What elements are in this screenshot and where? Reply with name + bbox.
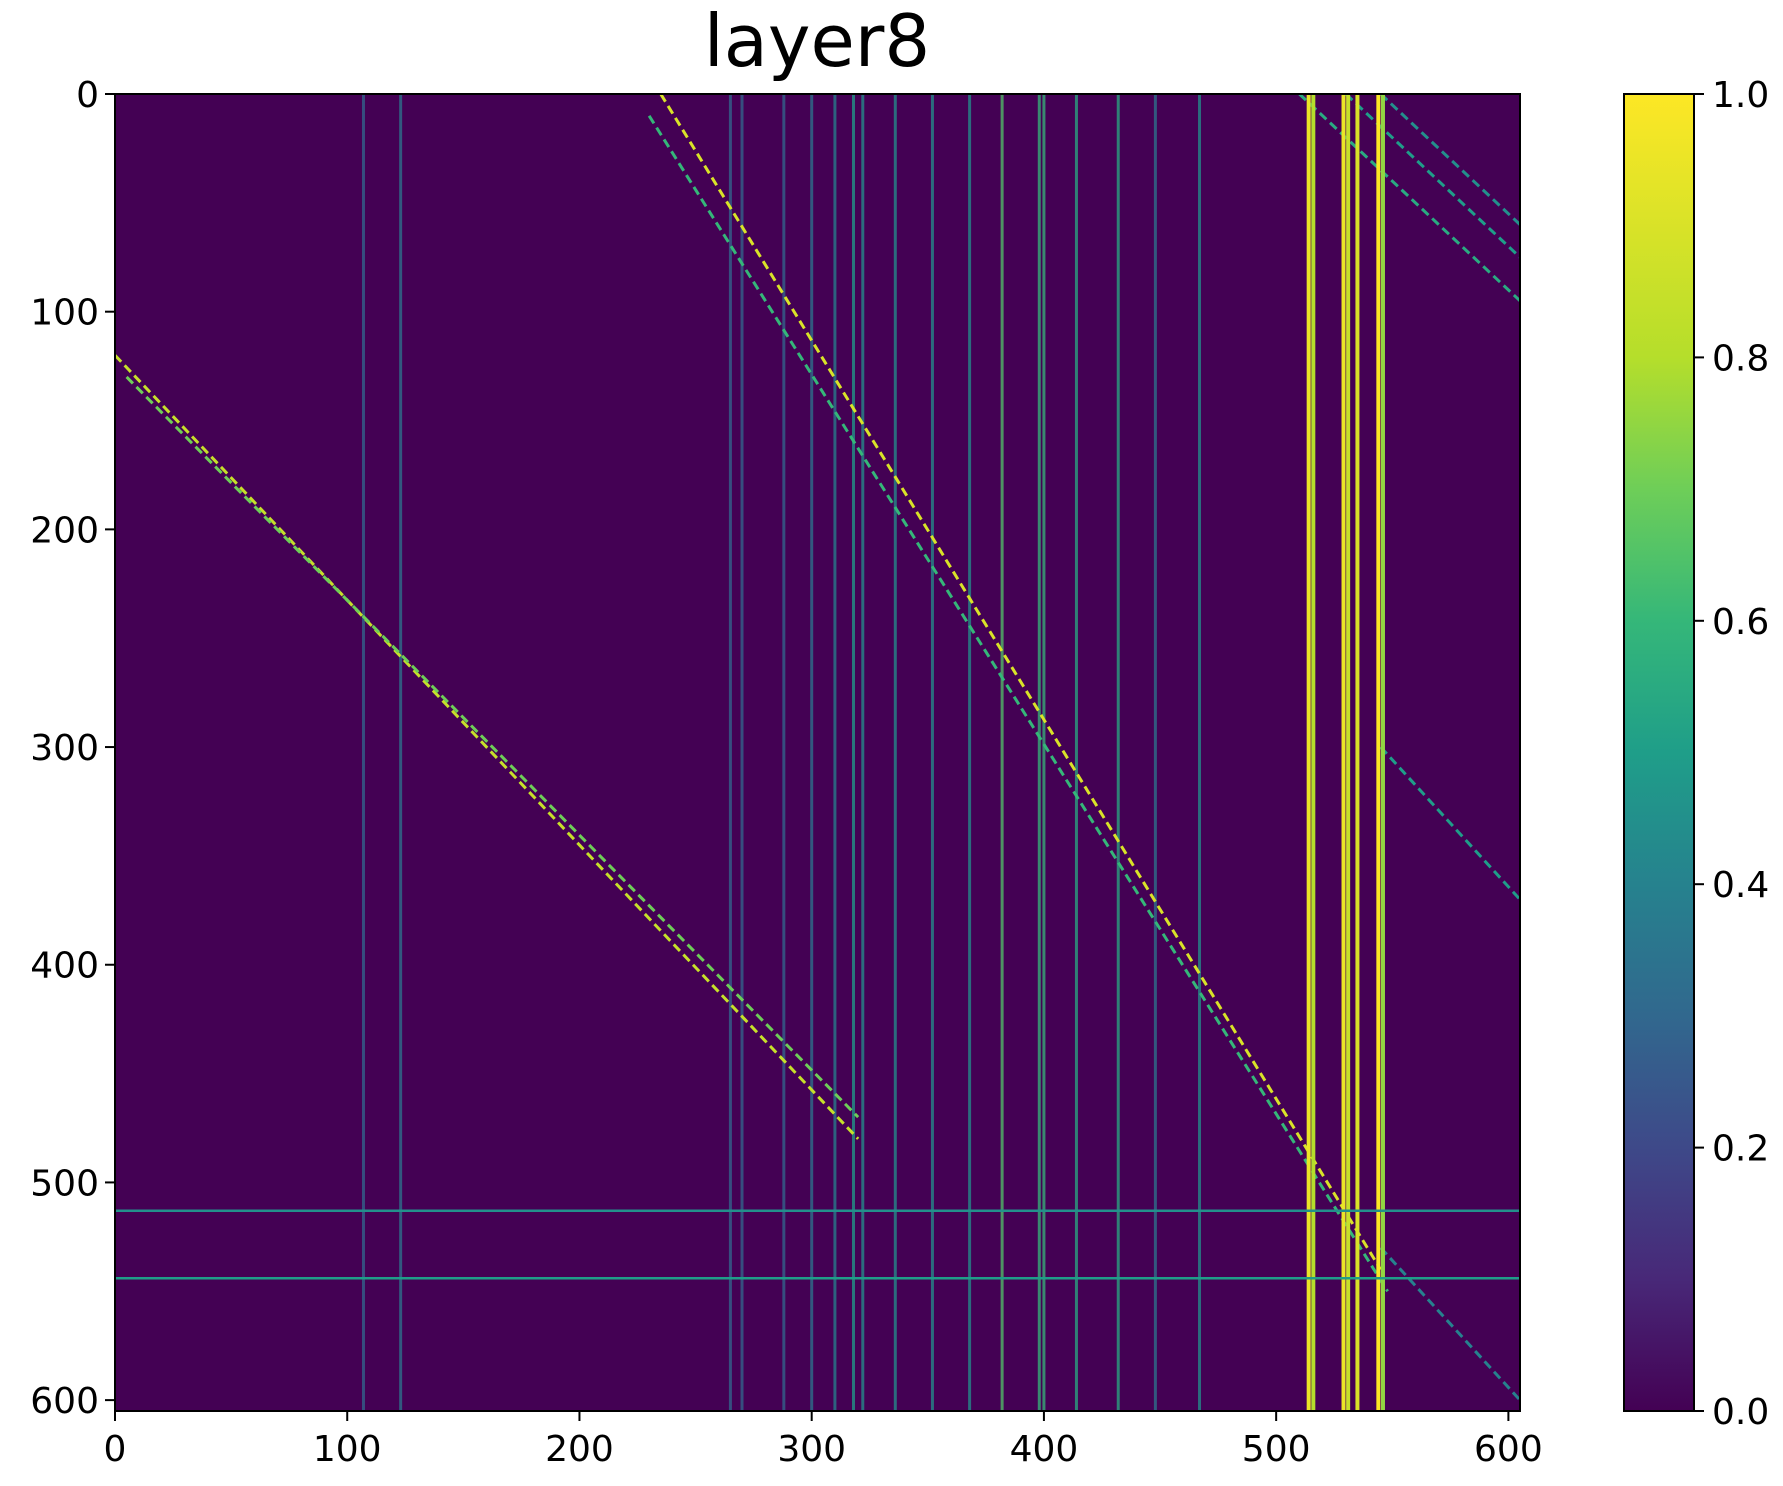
y-tick-label: 500 xyxy=(30,1163,99,1204)
chart-title: layer8 xyxy=(704,0,930,83)
colorbar: 0.0 0.2 0.4 0.6 0.8 1.0 xyxy=(1623,75,1769,1433)
heatmap-diagonal xyxy=(1379,1246,1520,1402)
y-axis: 0 100 200 300 400 500 600 xyxy=(30,75,115,1422)
colorbar-tick-label: 0.4 xyxy=(1712,865,1769,906)
x-tick-label: 100 xyxy=(313,1429,382,1470)
heatmap-diagonal xyxy=(647,114,1389,1293)
x-tick-label: 600 xyxy=(1474,1429,1543,1470)
heatmap-diagonal xyxy=(1298,94,1520,302)
colorbar-tick-label: 0.2 xyxy=(1712,1129,1769,1170)
y-tick-label: 600 xyxy=(30,1381,99,1422)
colorbar-tick-label: 0.6 xyxy=(1712,602,1769,643)
colorbar-tick-label: 0.0 xyxy=(1712,1392,1769,1433)
y-tick-label: 300 xyxy=(30,728,99,769)
heatmap-diagonal xyxy=(115,354,860,1140)
plot-frame xyxy=(114,93,1521,1412)
x-tick-label: 400 xyxy=(1010,1429,1079,1470)
y-tick-label: 200 xyxy=(30,510,99,551)
colorbar-gradient xyxy=(1623,93,1695,1412)
y-tick-label: 100 xyxy=(30,293,99,334)
heatmap-background xyxy=(115,94,1520,1411)
heatmap-diagonal xyxy=(659,94,1382,1271)
heatmap-diagonal xyxy=(1379,94,1520,226)
x-tick-label: 0 xyxy=(104,1429,127,1470)
colorbar-ticks: 0.0 0.2 0.4 0.6 0.8 1.0 xyxy=(1694,75,1769,1433)
heatmap-diagonal xyxy=(1379,746,1520,901)
colorbar-tick-label: 1.0 xyxy=(1712,75,1769,116)
colorbar-tick-label: 0.8 xyxy=(1712,338,1769,379)
heatmap-area xyxy=(114,93,1521,1412)
x-axis: 0 100 200 300 400 500 600 xyxy=(104,1411,1543,1470)
y-tick-label: 400 xyxy=(30,946,99,987)
y-tick-label: 0 xyxy=(76,75,99,116)
heatmap-diagonal xyxy=(1344,94,1520,259)
x-tick-label: 500 xyxy=(1242,1429,1311,1470)
heatmap-diagonal xyxy=(125,375,860,1119)
x-tick-label: 200 xyxy=(545,1429,614,1470)
x-tick-label: 300 xyxy=(777,1429,846,1470)
